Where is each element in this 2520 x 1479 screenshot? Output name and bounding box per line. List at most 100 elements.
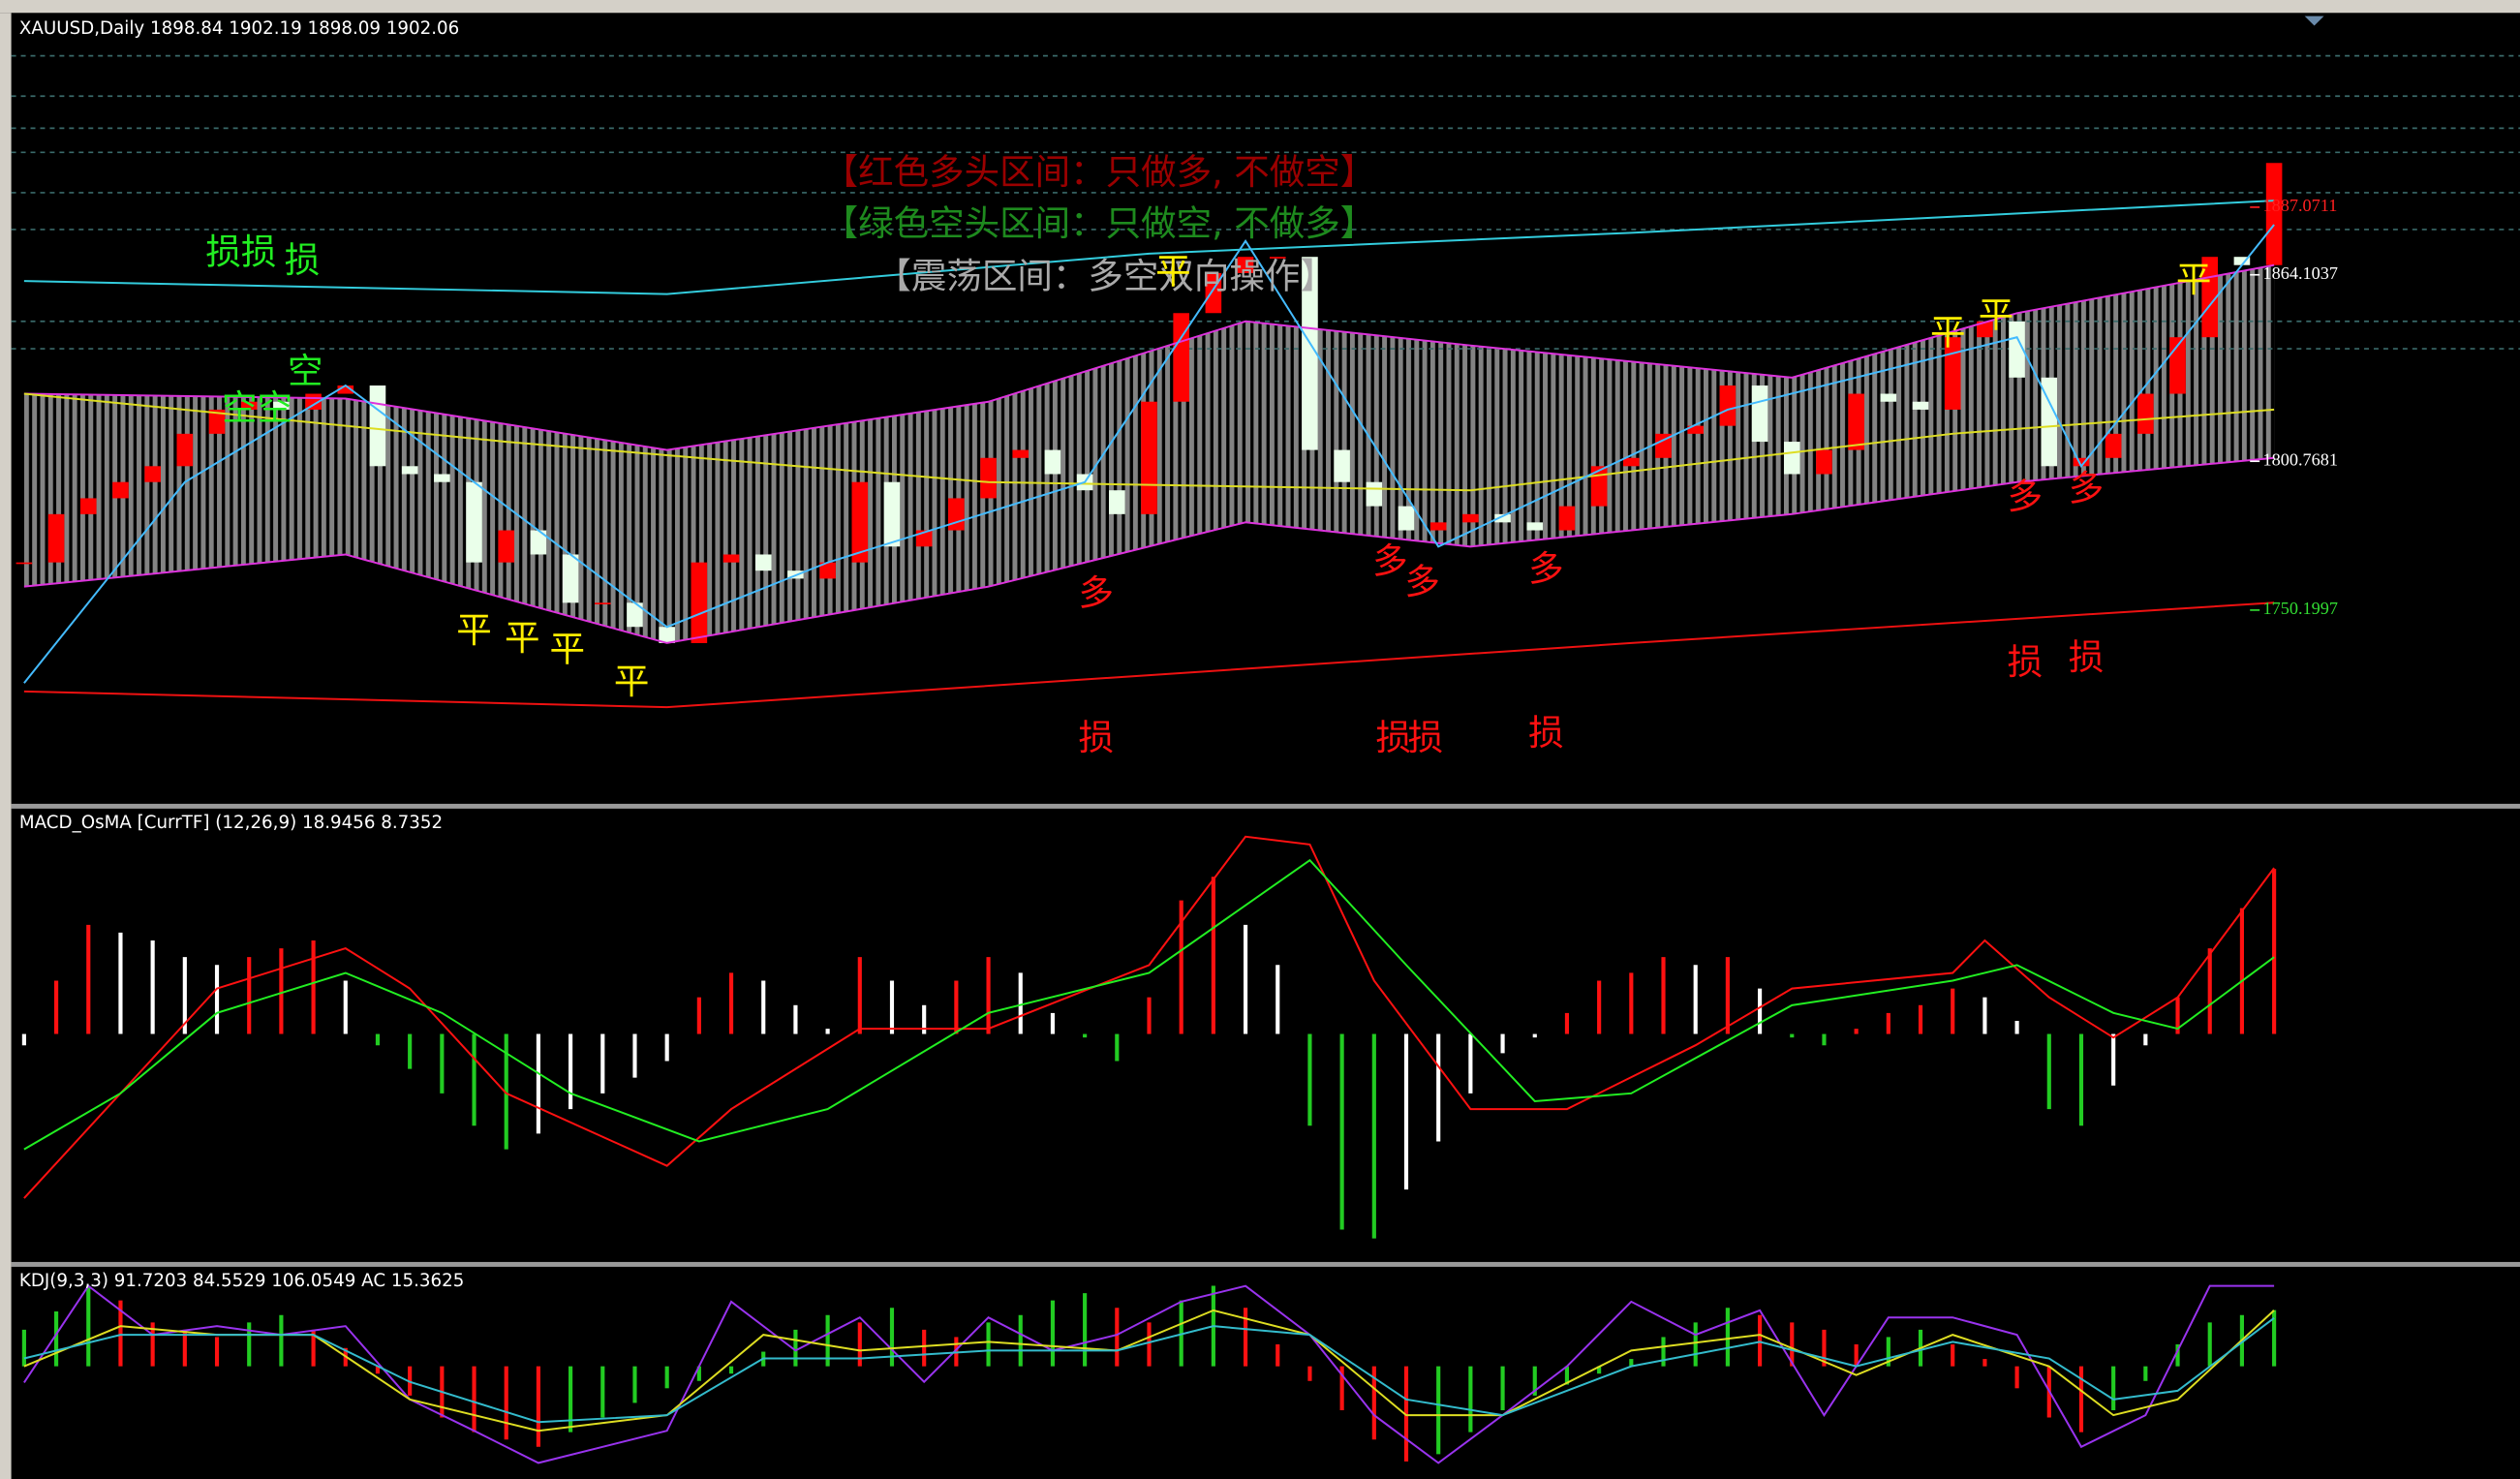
candle (369, 385, 386, 467)
candle (948, 498, 965, 531)
signal-label: 损 (1375, 717, 1410, 758)
candle (1719, 385, 1736, 426)
candle (2265, 163, 2283, 265)
price-label: 1750.1997 (2262, 599, 2338, 618)
candle (754, 554, 772, 571)
candle (79, 498, 97, 514)
indicator-line (23, 601, 2275, 709)
candle (176, 433, 194, 467)
panel-separator (11, 803, 2520, 809)
candle (47, 513, 65, 563)
signal-label: 多 (1078, 572, 1113, 614)
candle (1269, 257, 1286, 259)
candle (1977, 321, 1993, 338)
candle (2041, 377, 2058, 467)
candle (1526, 522, 1544, 531)
indicator-line (23, 835, 2275, 1199)
candle (144, 466, 161, 482)
candle (1880, 393, 1897, 402)
candle (434, 474, 450, 482)
annotation: 【红色多头区间：只做多, 不做空】 (823, 151, 1376, 193)
candle (2105, 433, 2122, 458)
candle (273, 401, 290, 410)
candle (1109, 490, 1125, 514)
indicator-line (23, 392, 2275, 492)
macd-title: MACD_OsMA [CurrTF] (12,26,9) 18.9456 8.7… (19, 813, 443, 833)
indicator-line (23, 1309, 2275, 1433)
candle (15, 562, 33, 565)
candle (112, 481, 129, 499)
signal-label: 多 (1528, 548, 1563, 590)
toolbar-strip (0, 0, 2520, 14)
signal-label: 空 (288, 351, 323, 392)
annotation: 【绿色空头区间：只做空, 不做多】 (823, 202, 1376, 244)
candle (1494, 513, 1511, 523)
signal-label: 平 (550, 629, 585, 670)
candle (401, 466, 418, 475)
candle (659, 627, 675, 643)
candle (883, 481, 901, 547)
signal-label: 损损 (205, 231, 276, 273)
price-label: 1864.1037 (2262, 263, 2338, 283)
candle (1237, 257, 1254, 273)
signal-label: 损 (2008, 641, 2043, 683)
kdj-title: KDJ(9,3,3) 91.7203 84.5529 106.0549 AC 1… (19, 1271, 464, 1291)
candle (240, 401, 258, 410)
signal-label: 平 (1155, 251, 1190, 293)
candle (1398, 506, 1415, 531)
signal-label: 平 (1979, 293, 2013, 335)
candle (562, 554, 579, 603)
candle (1366, 481, 1383, 507)
signal-label: 平 (2176, 259, 2211, 300)
candle (851, 481, 869, 563)
candle (2073, 457, 2090, 467)
chart-title: XAUUSD,Daily 1898.84 1902.19 1898.09 190… (19, 18, 459, 39)
signal-label: 损 (285, 239, 320, 281)
candle (2009, 321, 2025, 378)
candle (1912, 401, 1929, 410)
candle (1751, 385, 1768, 443)
signal-label: 平 (505, 617, 539, 659)
signal-label: 多 (1372, 539, 1407, 581)
candle (691, 562, 708, 643)
candle (208, 409, 226, 434)
annotation: 【震荡区间：多空双向操作】 (876, 256, 1335, 297)
candle (1623, 457, 1640, 467)
signal-label: 平 (614, 661, 649, 702)
candle (530, 530, 547, 555)
candle (337, 385, 354, 394)
indicator-line (23, 1284, 2275, 1464)
candle (1173, 313, 1189, 402)
signal-label: 损 (1408, 717, 1443, 758)
candle (1141, 401, 1157, 514)
signal-label: 平 (1930, 312, 1965, 354)
candle (1655, 433, 1672, 458)
indicator-line (23, 263, 2275, 451)
candle (1816, 449, 1832, 475)
signal-label: 多 (2069, 468, 2104, 509)
candle (498, 530, 515, 563)
indicator-line (23, 224, 2275, 684)
indicator-line (23, 456, 2275, 644)
candle (1012, 449, 1030, 458)
indicator-line (23, 1317, 2275, 1424)
candle (1558, 506, 1576, 531)
price-label: 1887.0711 (2262, 196, 2337, 215)
candle (1334, 449, 1350, 482)
candle (1302, 257, 1318, 450)
signal-label: 损 (1078, 717, 1113, 758)
signal-label: 平 (456, 609, 491, 651)
candle (1783, 442, 1800, 475)
signal-label: 多 (2008, 476, 2043, 517)
candle (722, 554, 740, 563)
signal-label: 损 (2069, 636, 2104, 678)
signal-label: 多 (1404, 561, 1439, 602)
candle (980, 457, 997, 499)
candle (2233, 257, 2251, 265)
panel-separator (11, 1261, 2520, 1267)
candle (1687, 425, 1705, 434)
candle (1462, 513, 1479, 523)
scroll-marker (2304, 15, 2324, 26)
